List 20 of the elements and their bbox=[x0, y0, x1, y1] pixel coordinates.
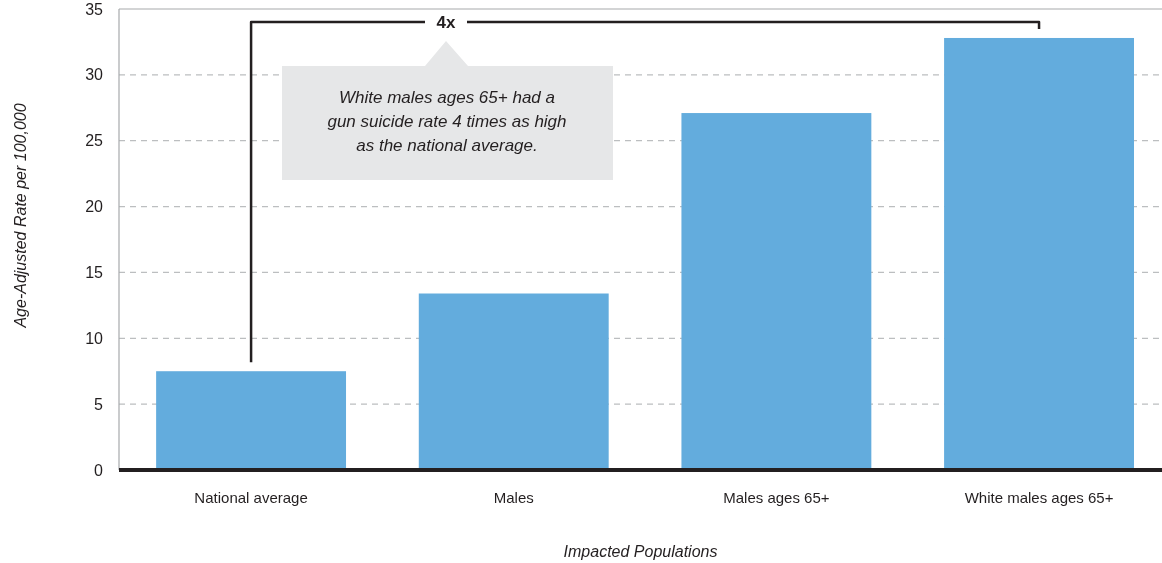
x-tick-label: Males bbox=[493, 488, 534, 506]
y-tick-label: 25 bbox=[85, 132, 104, 150]
y-tick-label: 5 bbox=[94, 395, 104, 413]
x-tick-label: Males ages 65+ bbox=[723, 488, 830, 506]
x-tick-label: White males ages 65+ bbox=[964, 488, 1114, 506]
bar bbox=[418, 293, 609, 470]
x-axis-title: Impacted Populations bbox=[563, 542, 718, 560]
bar bbox=[156, 371, 347, 470]
bar bbox=[681, 113, 872, 470]
bar bbox=[944, 37, 1134, 470]
annotation: 4x bbox=[436, 12, 456, 32]
y-tick-label: 0 bbox=[94, 461, 104, 479]
y-tick-label: 30 bbox=[85, 66, 104, 84]
y-tick-label: 10 bbox=[85, 329, 104, 347]
y-tick-label: 35 bbox=[85, 0, 104, 18]
y-tick-label: 15 bbox=[85, 263, 104, 281]
y-tick-label: 20 bbox=[85, 198, 104, 216]
annotation: White males ages 65+ had a gun suicide rate 4 times as high as the national average. bbox=[327, 87, 567, 155]
x-tick-label: National average bbox=[194, 488, 308, 506]
y-axis-title: Age-Adjusted Rate per 100,000 bbox=[11, 103, 29, 329]
